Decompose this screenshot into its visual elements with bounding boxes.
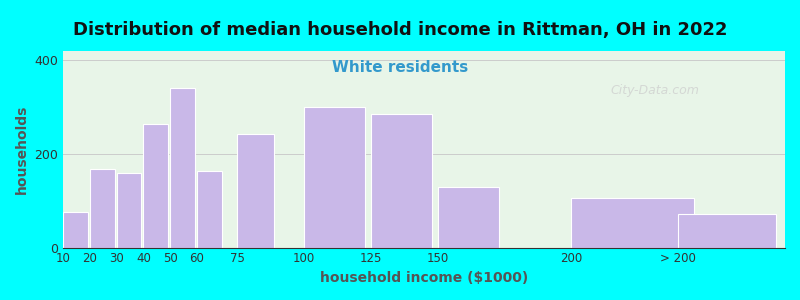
X-axis label: household income ($1000): household income ($1000)	[320, 271, 528, 285]
Text: City-Data.com: City-Data.com	[610, 84, 699, 97]
Bar	[143, 124, 168, 248]
Bar	[63, 212, 88, 247]
Bar	[90, 169, 114, 248]
Bar	[678, 214, 777, 247]
Bar	[304, 107, 366, 247]
Text: White residents: White residents	[332, 60, 468, 75]
Bar	[197, 171, 222, 248]
Y-axis label: households: households	[15, 105, 29, 194]
Bar	[571, 197, 694, 248]
Bar	[237, 134, 274, 248]
Bar	[438, 187, 499, 247]
Text: Distribution of median household income in Rittman, OH in 2022: Distribution of median household income …	[73, 21, 727, 39]
Bar	[370, 114, 432, 248]
Bar	[170, 88, 195, 248]
Bar	[117, 173, 142, 248]
